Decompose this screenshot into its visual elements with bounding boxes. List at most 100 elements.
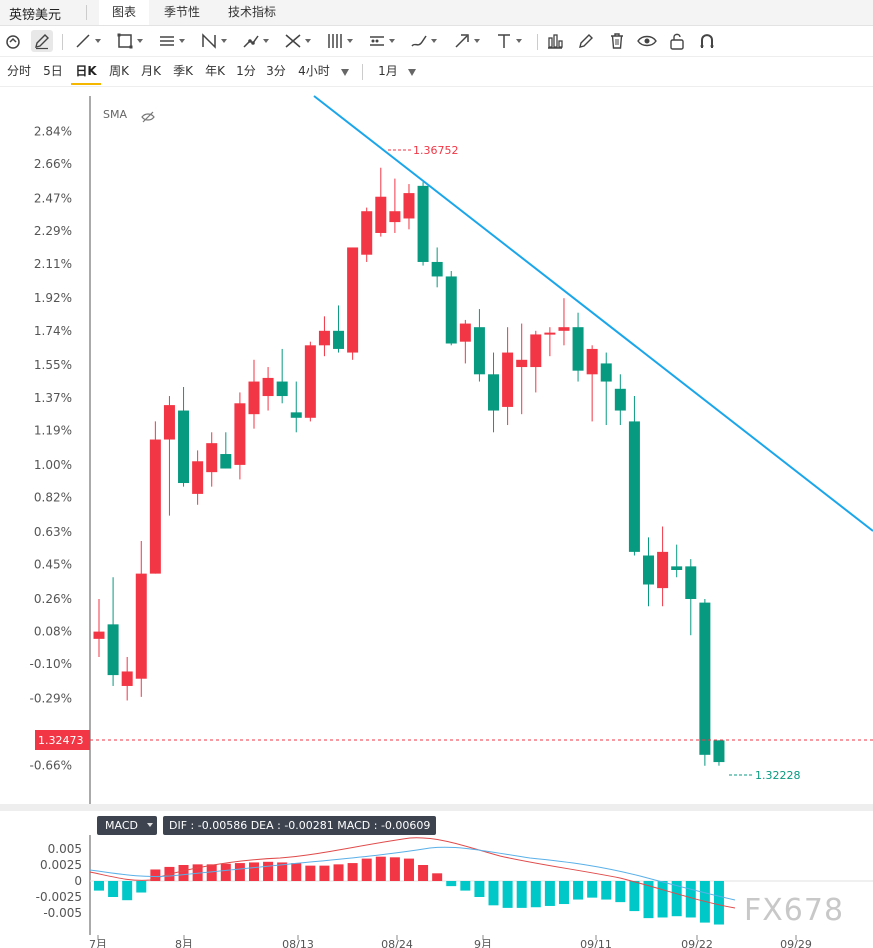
toolbar-divider (537, 34, 538, 50)
candle (699, 598, 711, 766)
price-tick-label: -0.66% (30, 759, 72, 773)
sma-indicator-label[interactable]: SMA (103, 108, 127, 121)
macd-bar (150, 869, 161, 881)
period-weekly[interactable]: 周K (109, 64, 129, 78)
range-dropdown-icon[interactable] (408, 69, 416, 76)
fib-icon[interactable] (326, 30, 353, 52)
candle (304, 341, 316, 422)
period-daily[interactable]: 日K (71, 57, 101, 86)
candle (473, 309, 485, 382)
text-icon[interactable] (495, 30, 522, 52)
period-range-1month[interactable]: 1月 (378, 64, 398, 78)
macd-bar (220, 863, 231, 881)
price-tick-label: 2.29% (34, 224, 72, 238)
candle (178, 386, 190, 487)
macd-bar (277, 862, 288, 881)
macd-selector-button[interactable]: MACD (97, 816, 157, 835)
macd-bar (291, 863, 302, 881)
eye-hidden-icon[interactable] (141, 108, 155, 127)
candle (262, 367, 274, 411)
macd-bar (713, 881, 724, 925)
candle (107, 577, 119, 686)
macd-bar (206, 864, 217, 881)
price-tick-label: 1.55% (34, 358, 72, 372)
period-quarterly[interactable]: 季K (173, 64, 193, 78)
candle (149, 421, 161, 574)
macd-bar (178, 865, 189, 881)
period-3min[interactable]: 3分 (266, 64, 286, 78)
period-yearly[interactable]: 年K (205, 64, 225, 78)
period-bar: 分时 5日 日K 周K 月K 季K 年K 1分 3分 4小时 1月 (0, 57, 873, 87)
macd-tick-label: 0.005 (48, 842, 82, 856)
brush-icon[interactable] (410, 30, 437, 52)
candle (544, 327, 556, 357)
macd-bar (333, 864, 344, 881)
eye-icon[interactable] (637, 30, 657, 52)
time-tick-label: 08/13 (282, 938, 314, 948)
candle (206, 432, 218, 487)
period-4hour[interactable]: 4小时 (298, 64, 330, 78)
price-tick-label: 0.45% (34, 558, 72, 572)
tab-seasonality[interactable]: 季节性 (163, 5, 200, 19)
period-monthly[interactable]: 月K (141, 64, 161, 78)
macd-bar (389, 857, 400, 881)
macd-dif-line (89, 837, 736, 909)
tab-chart[interactable]: 图表 (99, 0, 149, 25)
magnet-u-icon[interactable] (698, 30, 716, 52)
time-tick-label: 08/24 (381, 938, 413, 948)
pattern-icon[interactable] (200, 30, 227, 52)
magnet-icon[interactable] (4, 30, 22, 52)
macd-bar (136, 881, 147, 893)
period-more-icon[interactable] (341, 69, 349, 76)
time-axis: 7月 8月 08/13 08/24 9月 09/11 09/22 09/29 (89, 935, 812, 948)
time-tick-label: 09/22 (681, 938, 713, 948)
price-tick-label: 0.26% (34, 592, 72, 606)
period-1min[interactable]: 1分 (236, 64, 256, 78)
measure-icon[interactable] (284, 30, 311, 52)
line-icon[interactable] (74, 30, 101, 52)
macd-bar (446, 881, 457, 887)
candle (530, 330, 542, 393)
path-icon[interactable] (242, 30, 269, 52)
candle (234, 392, 246, 480)
price-tick-label: 2.47% (34, 192, 72, 206)
channel-icon[interactable] (368, 30, 395, 52)
price-tick-label: 0.08% (34, 625, 72, 639)
arrow-icon[interactable] (453, 30, 480, 52)
symbol-title: 英镑美元 (9, 8, 62, 23)
tab-indicators[interactable]: 技术指标 (227, 5, 276, 19)
trend-line[interactable] (313, 95, 873, 532)
price-tick-label: 1.00% (34, 458, 72, 472)
lock-icon[interactable] (668, 30, 686, 52)
trash-icon[interactable] (608, 30, 626, 52)
macd-bar (418, 865, 429, 881)
macd-bar (629, 881, 640, 912)
watermark-logo: FX678 (744, 893, 845, 928)
macd-tick-label: -0.0025 (36, 890, 82, 904)
parallel-lines-icon[interactable] (158, 30, 185, 52)
price-tick-label: 0.82% (34, 491, 72, 505)
period-intraday[interactable]: 分时 (6, 64, 31, 78)
panel-divider[interactable] (0, 804, 873, 811)
topbar-divider (86, 5, 87, 20)
edit-icon[interactable] (577, 30, 595, 52)
pencil-icon[interactable] (31, 30, 53, 52)
candle (657, 526, 669, 607)
macd-dea-line (89, 846, 736, 901)
macd-bar (530, 881, 541, 908)
rectangle-icon[interactable] (116, 30, 143, 52)
candle (347, 247, 359, 360)
macd-bar (248, 862, 259, 881)
high-price-label: 1.36752 (413, 144, 459, 157)
candle (558, 298, 570, 346)
indicator-icon[interactable] (546, 30, 564, 52)
macd-bar (474, 881, 485, 897)
current-price-value: 1.32473 (38, 734, 84, 747)
period-5day[interactable]: 5日 (43, 64, 63, 78)
price-tick-label: 1.19% (34, 423, 72, 437)
candle (135, 541, 147, 697)
price-axis: 2.84% 2.66% 2.47% 2.29% 2.11% 1.92% 1.74% 1.55%… (30, 124, 72, 772)
candle (93, 598, 105, 657)
macd-bar (122, 881, 133, 901)
